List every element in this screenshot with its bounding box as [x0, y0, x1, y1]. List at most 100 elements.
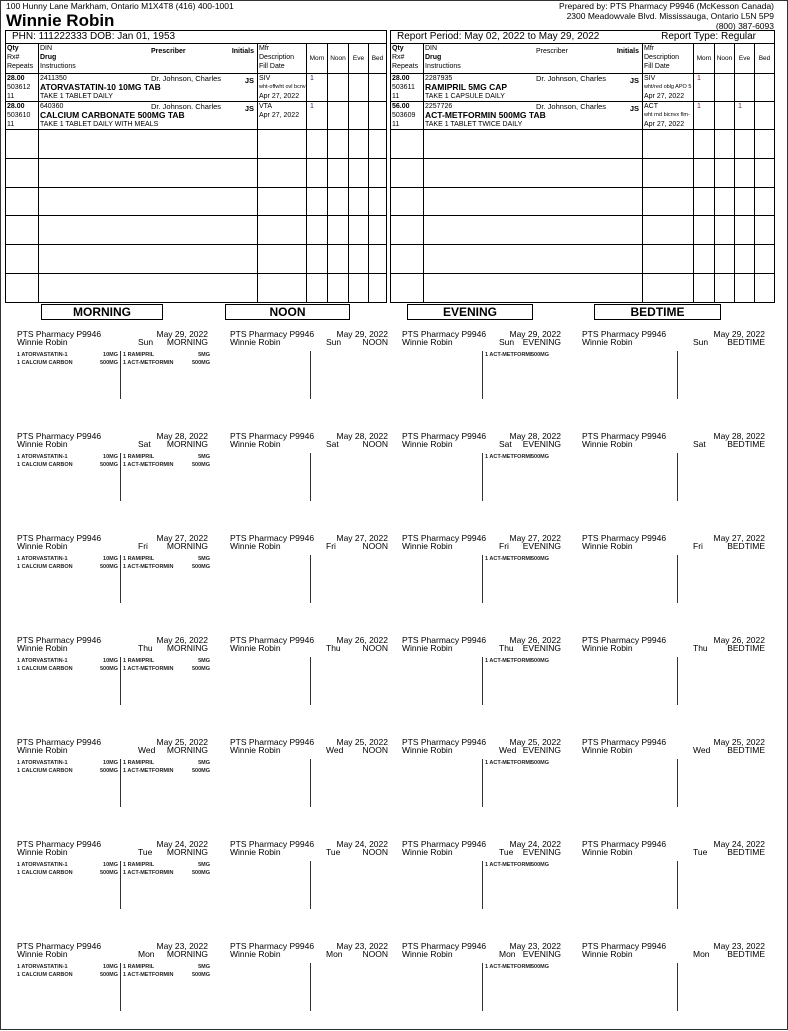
card-date: May 29, 2022 [156, 329, 208, 339]
card-patient: Winnie Robin [230, 949, 281, 959]
drug-name: ACT-METFORMIN 500MG TAB [425, 110, 546, 120]
card-divider [482, 555, 483, 603]
card-patient: Winnie Robin [17, 745, 68, 755]
pill-strength: 10MG [103, 352, 118, 358]
card-day: Thu [499, 643, 514, 653]
card-items-right: 1 ACT-METFORMI 500MG [485, 759, 549, 767]
card-pharmacy: PTS Pharmacy P9946 [582, 737, 667, 747]
card-patient: Winnie Robin [582, 643, 633, 653]
card-day: Wed [499, 745, 517, 755]
col-initials: Initials [231, 48, 254, 55]
pill-strength: 500MG [530, 964, 549, 970]
card-slot: MORNING [166, 745, 208, 755]
card-pharmacy: PTS Pharmacy P9946 [230, 635, 315, 645]
pill-name: 1 RAMIPRIL [123, 454, 155, 460]
empty-cell [257, 186, 307, 217]
empty-cell [642, 157, 694, 188]
card-date: May 25, 2022 [509, 737, 561, 747]
empty-cell [5, 244, 39, 274]
card-pharmacy: PTS Pharmacy P9946 [582, 329, 667, 339]
card-divider [310, 759, 311, 807]
rx-number: 503611 [392, 84, 415, 91]
empty-cell [714, 215, 735, 246]
card-divider [120, 453, 121, 501]
card-date: May 26, 2022 [713, 635, 765, 645]
card-date: May 26, 2022 [509, 635, 561, 645]
empty-row [5, 244, 388, 274]
pill-strength: 10MG [103, 760, 118, 766]
pill-item: 1 CALCIUM CARBON 500MG [17, 359, 118, 367]
card-slot: MORNING [166, 643, 208, 653]
empty-cell [367, 215, 388, 246]
empty-cell [423, 157, 643, 188]
card-pharmacy: PTS Pharmacy P9946 [17, 329, 102, 339]
pill-strength: 500MG [191, 462, 210, 468]
card-pharmacy: PTS Pharmacy P9946 [582, 941, 667, 951]
card-date: May 25, 2022 [713, 737, 765, 747]
pill-item: 1 ACT-METFORMI 500MG [485, 453, 549, 461]
card-day: Mon [326, 949, 343, 959]
card-patient: Winnie Robin [402, 847, 453, 857]
pill-name: 1 ACT-METFORMI [485, 556, 532, 562]
empty-cell [734, 244, 755, 274]
pill-strength: 500MG [191, 972, 210, 978]
card-day: Thu [693, 643, 708, 653]
card-divider [120, 759, 121, 807]
card-pharmacy: PTS Pharmacy P9946 [402, 839, 487, 849]
pill-strength: 5MG [198, 862, 210, 868]
card-slot: EVENING [522, 745, 561, 755]
card-pharmacy: PTS Pharmacy P9946 [582, 635, 667, 645]
card-items-left: 1 ATORVASTATIN-1 10MG 1 CALCIUM CARBON 500M… [17, 555, 118, 571]
slot-label-morning: MORNING [41, 304, 163, 320]
empty-row [390, 244, 776, 274]
repeats: 11 [392, 121, 400, 128]
pouch-card-noon: PTS Pharmacy P9946 Winnie Robin May 28, 20… [230, 432, 388, 504]
empty-cell [423, 215, 643, 246]
empty-cell [348, 186, 369, 217]
col-bed: Bed [367, 43, 388, 74]
card-divider [310, 963, 311, 1011]
pill-name: 1 ACT-METFORMI [485, 352, 532, 358]
empty-cell [38, 186, 258, 217]
card-patient: Winnie Robin [402, 745, 453, 755]
card-pharmacy: PTS Pharmacy P9946 [582, 431, 667, 441]
card-date: May 25, 2022 [336, 737, 388, 747]
card-slot: NOON [362, 949, 389, 959]
pouch-card-noon: PTS Pharmacy P9946 Winnie Robin May 27, 20… [230, 534, 388, 606]
mfr-cell: SIV wht/red oblg APO 5 Apr 27, 2022 [642, 73, 694, 102]
mfr: ACT [644, 103, 658, 110]
empty-cell [423, 244, 643, 274]
col-eve: Eve [348, 43, 369, 74]
pill-name: 1 RAMIPRIL [123, 964, 155, 970]
empty-cell [390, 129, 424, 159]
empty-cell [642, 129, 694, 159]
empty-cell [390, 244, 424, 274]
pill-item: 1 ACT-METFORMIN 500MG [123, 869, 210, 877]
card-items-left: 1 ATORVASTATIN-1 10MG 1 CALCIUM CARBON 500M… [17, 963, 118, 979]
pill-strength: 500MG [99, 462, 118, 468]
pill-strength: 5MG [198, 556, 210, 562]
card-patient: Winnie Robin [582, 745, 633, 755]
empty-cell [327, 244, 349, 274]
pill-strength: 5MG [198, 454, 210, 460]
card-divider [677, 963, 678, 1011]
card-date: May 27, 2022 [713, 533, 765, 543]
medication-row: 56.00 503609 11 2257726 ACT-METFORMIN 500MG … [390, 101, 776, 130]
card-day: Fri [138, 541, 148, 551]
card-day: Sun [693, 337, 709, 347]
card-divider [310, 453, 311, 501]
qty: 28.00 [392, 75, 410, 82]
card-slot: EVENING [522, 949, 561, 959]
pill-strength: 500MG [99, 972, 118, 978]
pouch-card-noon: PTS Pharmacy P9946 Winnie Robin May 23, 20… [230, 942, 388, 1014]
pouch-card-evening: PTS Pharmacy P9946 Winnie Robin May 23, 20… [402, 942, 561, 1014]
description: wht-offwht ovl bcnv [259, 84, 306, 90]
card-day: Tue [138, 847, 153, 857]
qty-cell: 28.00 503610 11 [5, 101, 39, 130]
card-patient: Winnie Robin [230, 541, 281, 551]
empty-cell [753, 244, 776, 274]
card-items-right: 1 ACT-METFORMI 500MG [485, 963, 549, 971]
empty-cell [753, 272, 776, 303]
pill-name: 1 CALCIUM CARBON [17, 870, 73, 876]
card-date: May 23, 2022 [713, 941, 765, 951]
